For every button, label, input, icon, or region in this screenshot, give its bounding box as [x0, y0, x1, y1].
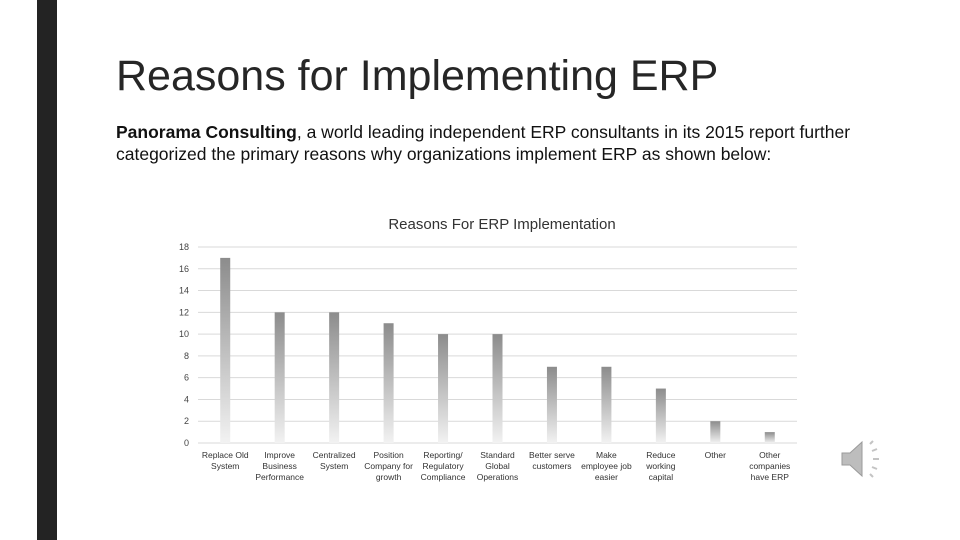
category-label-line: capital — [649, 472, 674, 482]
category-label-line: Replace Old — [202, 450, 249, 460]
category-label: Reduce working capital — [645, 450, 676, 482]
category-label-line: Company for — [364, 461, 413, 471]
category-label-line: Standard — [480, 450, 515, 460]
left-accent-bar — [37, 0, 57, 540]
bars — [220, 257, 775, 443]
y-tick-label: 14 — [179, 286, 189, 296]
category-label: Standard Global Operations — [477, 450, 519, 482]
bar — [383, 323, 394, 443]
category-label-line: customers — [532, 461, 571, 471]
bar — [710, 421, 721, 443]
category-label-line: growth — [376, 472, 402, 482]
category-label-line: Make — [596, 450, 617, 460]
speaker-icon[interactable] — [838, 434, 888, 484]
category-label-line: Centralized — [313, 450, 356, 460]
category-label-line: employee job — [581, 461, 632, 471]
bar — [492, 334, 503, 443]
category-label-line: Compliance — [421, 472, 466, 482]
category-label-line: System — [320, 461, 348, 471]
category-label: Reporting/Regulatory Compliance — [421, 450, 466, 482]
category-label-line: Position — [373, 450, 404, 460]
category-label-line: Other — [759, 450, 780, 460]
bar — [601, 366, 612, 443]
chart-title: Reasons For ERP Implementation — [388, 216, 615, 233]
category-label-line: Business — [262, 461, 297, 471]
category-label-line: Other — [705, 450, 726, 460]
category-label-line: Operations — [477, 472, 519, 482]
y-tick-label: 8 — [184, 351, 189, 361]
category-label-line: have ERP — [751, 472, 790, 482]
category-label: Other — [705, 450, 726, 460]
bar — [655, 388, 666, 443]
y-tick-label: 16 — [179, 264, 189, 274]
y-tick-label: 18 — [179, 242, 189, 252]
category-label-line: Improve — [264, 450, 295, 460]
category-label: Centralized System — [313, 450, 356, 471]
category-label-line: Reduce — [646, 450, 676, 460]
category-label-line: System — [211, 461, 239, 471]
bar — [220, 257, 231, 443]
bar — [764, 432, 775, 443]
category-label-line: Performance — [255, 472, 304, 482]
category-label-line: easier — [595, 472, 618, 482]
y-tick-label: 4 — [184, 394, 189, 404]
y-tick-label: 0 — [184, 438, 189, 448]
bar — [546, 366, 557, 443]
category-label: Position Company for growth — [364, 450, 413, 482]
y-tick-label: 2 — [184, 416, 189, 426]
category-label-line: working — [645, 461, 676, 471]
y-tick-label: 12 — [179, 307, 189, 317]
category-label: Other companies have ERP — [749, 450, 790, 482]
category-label-line: Global — [485, 461, 510, 471]
slide-title: Reasons for Implementing ERP — [116, 52, 719, 100]
category-label-line: Better serve — [529, 450, 575, 460]
y-axis-ticks: 0 2 4 6 8 10 12 14 16 18 — [179, 242, 189, 448]
category-label-line: Regulatory — [422, 461, 464, 471]
y-tick-label: 10 — [179, 329, 189, 339]
category-label-line: Reporting/ — [423, 450, 463, 460]
intro-bold-source: Panorama Consulting — [116, 122, 297, 142]
bar — [274, 312, 285, 443]
category-label-line: companies — [749, 461, 790, 471]
category-label: Make employee job easier — [581, 450, 632, 482]
intro-paragraph: Panorama Consulting, a world leading ind… — [116, 121, 856, 165]
bar — [329, 312, 340, 443]
category-label: Replace Old System — [202, 450, 249, 471]
y-tick-label: 6 — [184, 373, 189, 383]
category-label: Better serve customers — [529, 450, 575, 471]
intro-text: , a world leading independent ERP consul… — [116, 122, 851, 164]
category-label: Improve Business Performance — [255, 450, 304, 482]
bar — [438, 334, 449, 443]
